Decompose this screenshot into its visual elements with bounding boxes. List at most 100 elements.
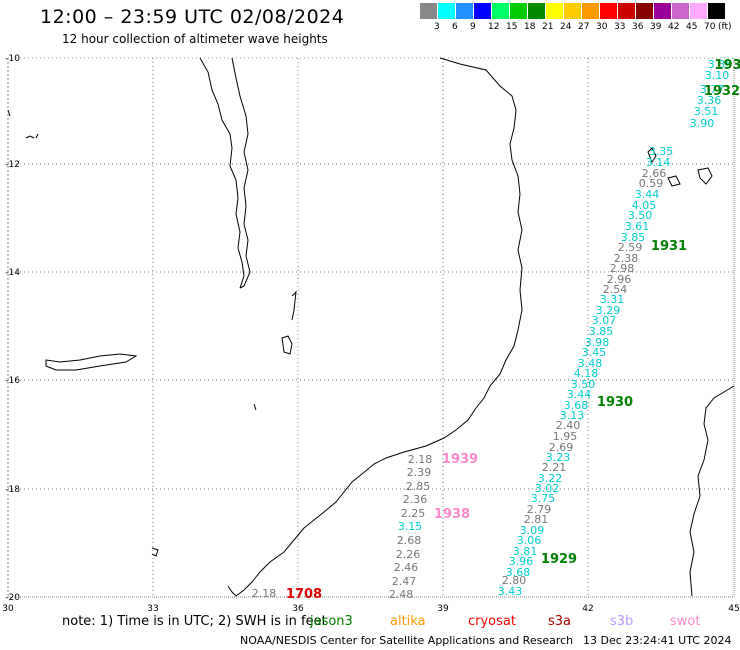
color-scale-label: 15 [506, 22, 518, 32]
wave-height-value: 3.61 [625, 220, 650, 233]
wave-height-value: 2.81 [524, 513, 549, 526]
wave-height-value: 3.23 [546, 451, 571, 464]
madagascar-coast [689, 385, 735, 597]
wave-height-value: 2.21 [542, 461, 567, 474]
wave-height-value: 2.68 [397, 534, 422, 547]
wave-height-value: 2.79 [527, 503, 552, 516]
color-swatch [438, 3, 456, 19]
wave-height-value: 2.85 [406, 480, 431, 493]
coastline [7, 57, 735, 597]
credit-text: NOAA/NESDIS Center for Satellite Applica… [240, 634, 574, 647]
satellite-label-s3a: s3a [548, 614, 572, 629]
lon-label: 45 [728, 604, 739, 614]
pass-time-label: 1931 [651, 239, 687, 254]
timestamp: 13 Dec 23:24:41 UTC 2024 [583, 634, 732, 647]
small-mark-2 [253, 403, 257, 411]
wave-height-value: 3.22 [538, 472, 563, 485]
wave-height-value: 3.50 [571, 378, 596, 391]
wave-height-value: 3.81 [513, 545, 538, 558]
color-scale-label: 39 [650, 22, 662, 32]
color-swatch [708, 3, 726, 19]
color-swatch [456, 3, 474, 19]
lon-label: 30 [2, 604, 14, 614]
lake-kariba [45, 353, 138, 371]
wave-height-value: 3.85 [589, 325, 614, 338]
wave-height-value: 3.96 [509, 555, 534, 568]
wave-height-value: 2.96 [607, 273, 632, 286]
color-scale-label: 9 [470, 22, 476, 32]
color-swatch [474, 3, 492, 19]
wave-height-value: 3.06 [517, 534, 542, 547]
wave-height-value: 2.59 [618, 241, 643, 254]
lake-chilwa [281, 335, 293, 355]
color-scale-label: 3 [434, 22, 440, 32]
color-swatch [618, 3, 636, 19]
color-swatch [690, 3, 708, 19]
wave-height-value: 3.10 [705, 69, 730, 82]
pass-time-label: 1939 [442, 452, 478, 467]
color-scale-labels: 3 6 9 12 15 18 21 24 27 30 33 36 39 42 45 70 (ft) [420, 22, 740, 34]
color-swatch [654, 3, 672, 19]
lat-label: -14 [5, 268, 20, 278]
satellite-label-s3b: s3b [610, 614, 634, 629]
color-scale-label: 45 [686, 22, 698, 32]
lat-label: -20 [5, 593, 20, 603]
color-scale-label: 33 [614, 22, 626, 32]
color-scale-label: 42 [668, 22, 680, 32]
color-swatch [420, 3, 438, 19]
small-mark-3 [151, 547, 159, 557]
pass-time-label: 1708 [286, 587, 322, 602]
color-scale-label: 21 [542, 22, 554, 32]
comoros-1 [647, 147, 657, 164]
river-mark [291, 290, 297, 321]
color-swatch [564, 3, 582, 19]
color-scale-label: 36 [632, 22, 644, 32]
wave-height-value: 3.44 [635, 188, 660, 201]
pass-time-label: 1932 [704, 84, 740, 99]
lat-label: -18 [5, 485, 20, 495]
lake-malawi-east-shore [231, 57, 251, 289]
wave-height-value: 2.98 [610, 262, 635, 275]
wave-height-value: 2.80 [502, 574, 527, 587]
wave-height-value: 4.05 [632, 199, 657, 212]
wave-height-value: 2.48 [389, 588, 414, 601]
pass-time-label: 1930 [597, 395, 633, 410]
wave-height-value: 2.18 [252, 587, 277, 600]
pass-time-label: 1929 [541, 552, 577, 567]
lat-label: -12 [5, 160, 20, 170]
satellite-label-jason3: jason3 [310, 614, 353, 629]
wave-height-value: 3.98 [585, 336, 610, 349]
wave-height-value: 2.69 [549, 441, 574, 454]
color-swatch [510, 3, 528, 19]
wave-height-value: 2.26 [396, 548, 421, 561]
color-scale-label: 24 [560, 22, 572, 32]
color-swatch [582, 3, 600, 19]
wave-height-value: 3.35 [649, 145, 674, 158]
lon-label: 39 [437, 604, 449, 614]
lon-label: 36 [292, 604, 304, 614]
color-scale-label: 12 [488, 22, 500, 32]
lat-label: -10 [5, 54, 20, 64]
wave-height-value: 3.09 [520, 524, 545, 537]
wave-height-value: 3.15 [398, 520, 423, 533]
wave-height-value: 3.07 [592, 314, 617, 327]
wave-height-value: 3.29 [596, 304, 621, 317]
color-swatch [528, 3, 546, 19]
wave-height-value: 3.02 [535, 482, 560, 495]
wave-height-value: 2.47 [392, 575, 417, 588]
wave-height-value: 2.40 [556, 419, 581, 432]
satellite-label-swot: swot [670, 614, 701, 629]
wave-height-value: 3.51 [694, 105, 719, 118]
comoros-3 [697, 167, 713, 185]
lon-label: 33 [147, 604, 158, 614]
color-swatch [672, 3, 690, 19]
satellite-label-cryosat: cryosat [468, 614, 516, 629]
wave-height-value: 0.59 [639, 177, 664, 190]
color-scale-label: 18 [524, 22, 536, 32]
wave-height-value: 3.35 [708, 58, 733, 71]
wave-height-value: 2.36 [403, 493, 428, 506]
wave-height-value: 3.50 [628, 209, 653, 222]
wave-height-value: 2.66 [642, 167, 667, 180]
